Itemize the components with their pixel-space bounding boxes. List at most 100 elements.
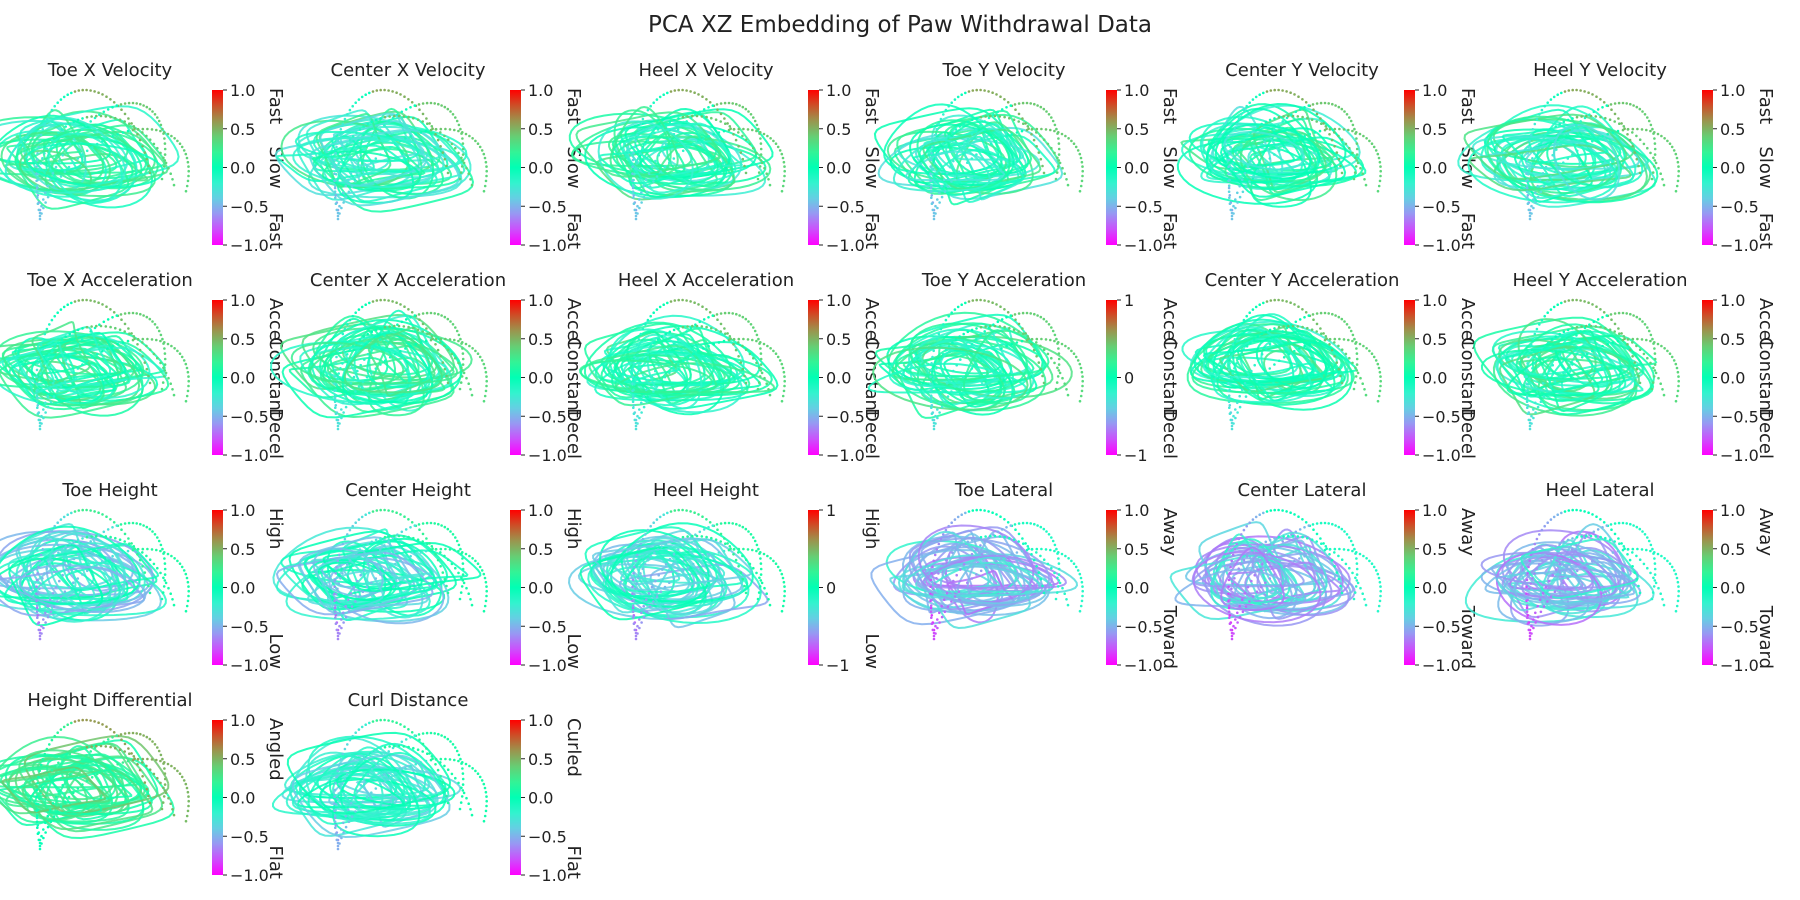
trajectory-excursion [333,508,488,641]
colorbar-tick-label: −1.0 [230,866,269,885]
colorbar-tick-label: 0.0 [1422,579,1447,598]
panel-title: Toe Y Acceleration [921,270,1087,291]
colorbar-tick-label: 0.5 [1720,120,1745,139]
colorbar-tick-label: 0 [1124,369,1134,388]
trajectory-cluster [568,105,774,201]
colorbar-tick-label: −0.5 [1422,407,1461,426]
colorbar [212,720,223,875]
colorbar-side-label: Away [1755,508,1776,556]
panel-title: Center Lateral [1237,480,1367,501]
panel-chart: 1.0 0.5 0.0 −0.5 −1.0 Curled Flat [272,711,584,885]
colorbar-side-label: High [861,508,882,549]
colorbar-tick-label: −1.0 [1720,446,1759,465]
colorbar-side-label: Flat [265,846,286,879]
trajectory-cluster [1457,104,1659,208]
colorbar-side-label: Constant [861,337,882,418]
panel-chart: 1.0 0.5 0.0 −0.5 −1.0 Away Toward [870,501,1180,675]
colorbar-tick-label: −1.0 [230,446,269,465]
colorbar-tick-label: 0.5 [230,540,255,559]
colorbar-tick-label: −1.0 [230,656,269,675]
trajectory-excursion [929,298,1084,431]
colorbar [1106,510,1117,665]
colorbar-side-label: Angled [265,718,286,781]
colorbar-side-label: Toward [1755,605,1776,669]
panel-title: Toe Y Velocity [942,60,1066,81]
colorbar [1404,300,1415,455]
trajectory-cluster [1181,313,1358,411]
colorbar-side-label: High [563,508,584,549]
trajectory-excursion [631,508,786,641]
colorbar-tick-label: 1.0 [1124,501,1149,520]
colorbar-tick-label: −1.0 [230,236,269,255]
trajectory-excursion [1227,88,1382,221]
panel-toe-x-velocity: Toe X Velocity 1.0 0.5 0.0 −0.5 −1.0 Fast Slow F… [0,60,290,260]
colorbar [510,300,521,455]
colorbar-tick-label: 1.0 [528,501,553,520]
colorbar [1404,510,1415,665]
colorbar-side-label: Fast [1457,213,1478,249]
panel-heel-lateral: Heel Lateral 1.0 0.5 0.0 −0.5 −1.0 Away Toward [1464,480,1780,680]
colorbar-tick-label: 1.0 [230,501,255,520]
colorbar-tick-label: 0.0 [230,579,255,598]
colorbar-side-label: High [265,508,286,549]
colorbar-tick-label: −0.5 [528,617,567,636]
colorbar-tick-label: 0.0 [1422,159,1447,178]
panel-toe-y-acceleration: Toe Y Acceleration 1 0 −1 Accel Constant Decel [867,270,1184,470]
colorbar-tick-label: 0.5 [1720,330,1745,349]
trajectory-excursion [631,298,786,431]
colorbar-tick-label: 1.0 [1720,81,1745,100]
colorbar-tick-label: 0.0 [528,159,553,178]
colorbar-tick-label: 0.5 [528,750,553,769]
colorbar [510,720,521,875]
colorbar-tick-label: 1.0 [528,711,553,730]
colorbar [808,510,819,665]
trajectory-excursion [1525,508,1680,641]
colorbar-tick-label: 0.5 [1422,540,1447,559]
panel-chart: 1.0 0.5 0.0 −0.5 −1.0 Away Toward [1464,501,1776,675]
trajectory-cluster [1472,316,1658,417]
panel-title: Heel X Acceleration [617,270,795,291]
trajectory-cluster [578,314,779,416]
colorbar-side-label: Away [1457,508,1478,556]
colorbar-side-label: Slow [563,146,584,188]
colorbar-side-label: Fast [265,88,286,124]
colorbar-tick-label: 0.0 [1720,159,1745,178]
trajectory-cluster [0,105,180,210]
colorbar-tick-label: −1.0 [1422,236,1461,255]
colorbar-tick-label: 0.0 [1124,159,1149,178]
colorbar-tick-label: 1 [1124,291,1134,310]
trajectory-excursion [333,298,488,431]
colorbar-side-label: Decel [1755,408,1776,459]
panel-title: Toe X Velocity [47,60,173,81]
colorbar-tick-label: 0.5 [1124,120,1149,139]
colorbar-side-label: Fast [861,88,882,124]
colorbar-tick-label: 1.0 [1720,501,1745,520]
trajectory-cluster [567,522,769,629]
panel-title: Center Height [345,480,471,501]
colorbar-side-label: Flat [563,846,584,879]
colorbar-side-label: Accel [265,298,286,346]
colorbar-tick-label: 1.0 [1422,81,1447,100]
colorbar-tick-label: 0.0 [1720,579,1745,598]
colorbar-tick-label: 0.5 [826,330,851,349]
colorbar-tick-label: 1.0 [826,291,851,310]
colorbar-tick-label: −0.5 [1720,407,1759,426]
colorbar-side-label: Fast [265,213,286,249]
colorbar-tick-label: 0.5 [230,330,255,349]
trajectory-excursion [333,718,488,851]
colorbar-side-label: Curled [563,718,584,777]
panel-title: Heel Lateral [1545,480,1655,501]
panel-chart: 1.0 0.5 0.0 −0.5 −1.0 High Low [272,501,584,675]
panel-chart: 1.0 0.5 0.0 −0.5 −1.0 High Low [0,501,286,675]
colorbar-tick-label: 0.5 [826,120,851,139]
colorbar-tick-label: 0.5 [528,120,553,139]
colorbar-tick-label: −1 [1124,446,1148,465]
colorbar-tick-label: −0.5 [528,407,567,426]
colorbar-tick-label: 0.5 [1124,540,1149,559]
colorbar-side-label: Accel [563,298,584,346]
